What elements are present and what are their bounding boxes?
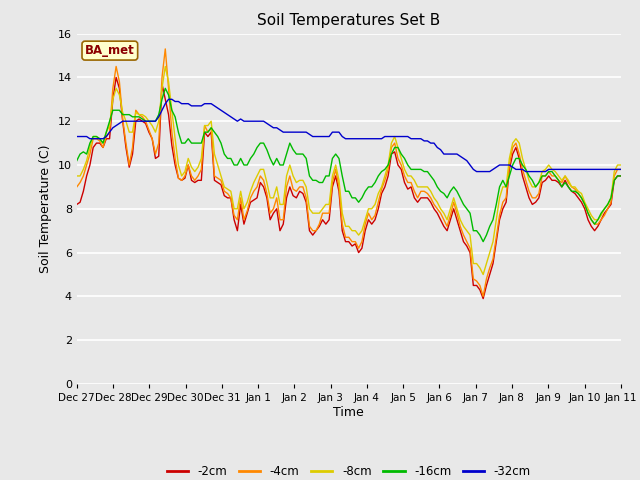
- -2cm: [73, 202, 81, 207]
- -4cm: [161, 46, 169, 52]
- -8cm: [348, 228, 356, 234]
- -4cm: [479, 293, 487, 300]
- Line: -2cm: -2cm: [77, 77, 621, 299]
- -16cm: [348, 195, 356, 201]
- -16cm: [145, 119, 153, 124]
- -2cm: [348, 243, 356, 249]
- -32cm: [145, 119, 153, 124]
- -8cm: [355, 232, 362, 238]
- -16cm: [148, 119, 156, 124]
- -32cm: [164, 96, 172, 102]
- -4cm: [145, 127, 153, 133]
- -8cm: [73, 173, 81, 179]
- -8cm: [148, 123, 156, 129]
- -2cm: [152, 156, 159, 161]
- -32cm: [433, 144, 441, 150]
- -16cm: [355, 199, 362, 205]
- -32cm: [148, 119, 156, 124]
- Text: BA_met: BA_met: [85, 44, 134, 57]
- -2cm: [479, 296, 487, 301]
- -4cm: [617, 167, 625, 172]
- -2cm: [112, 74, 120, 80]
- Y-axis label: Soil Temperature (C): Soil Temperature (C): [39, 144, 52, 273]
- -2cm: [269, 210, 277, 216]
- -16cm: [617, 173, 625, 179]
- Line: -4cm: -4cm: [77, 49, 621, 296]
- -4cm: [269, 206, 277, 212]
- -4cm: [433, 206, 441, 212]
- -32cm: [73, 133, 81, 139]
- -8cm: [145, 119, 153, 124]
- -2cm: [617, 173, 625, 179]
- -16cm: [161, 85, 169, 91]
- -32cm: [348, 136, 356, 142]
- -8cm: [269, 195, 277, 201]
- -4cm: [148, 136, 156, 142]
- -32cm: [269, 125, 277, 131]
- Legend: -2cm, -4cm, -8cm, -16cm, -32cm: -2cm, -4cm, -8cm, -16cm, -32cm: [162, 461, 536, 480]
- Line: -8cm: -8cm: [77, 66, 621, 275]
- -2cm: [433, 210, 441, 216]
- -2cm: [355, 250, 362, 255]
- -16cm: [479, 239, 487, 244]
- -4cm: [355, 245, 362, 251]
- -16cm: [433, 184, 441, 190]
- -32cm: [617, 167, 625, 172]
- X-axis label: Time: Time: [333, 406, 364, 419]
- -8cm: [617, 162, 625, 168]
- -8cm: [433, 199, 441, 205]
- Title: Soil Temperatures Set B: Soil Temperatures Set B: [257, 13, 440, 28]
- -2cm: [148, 136, 156, 142]
- Line: -16cm: -16cm: [77, 88, 621, 241]
- Line: -32cm: -32cm: [77, 99, 621, 171]
- -16cm: [73, 158, 81, 164]
- -4cm: [348, 239, 356, 244]
- -32cm: [355, 136, 362, 142]
- -4cm: [73, 184, 81, 190]
- -8cm: [479, 272, 487, 277]
- -32cm: [473, 168, 481, 174]
- -8cm: [161, 63, 169, 69]
- -16cm: [269, 162, 277, 168]
